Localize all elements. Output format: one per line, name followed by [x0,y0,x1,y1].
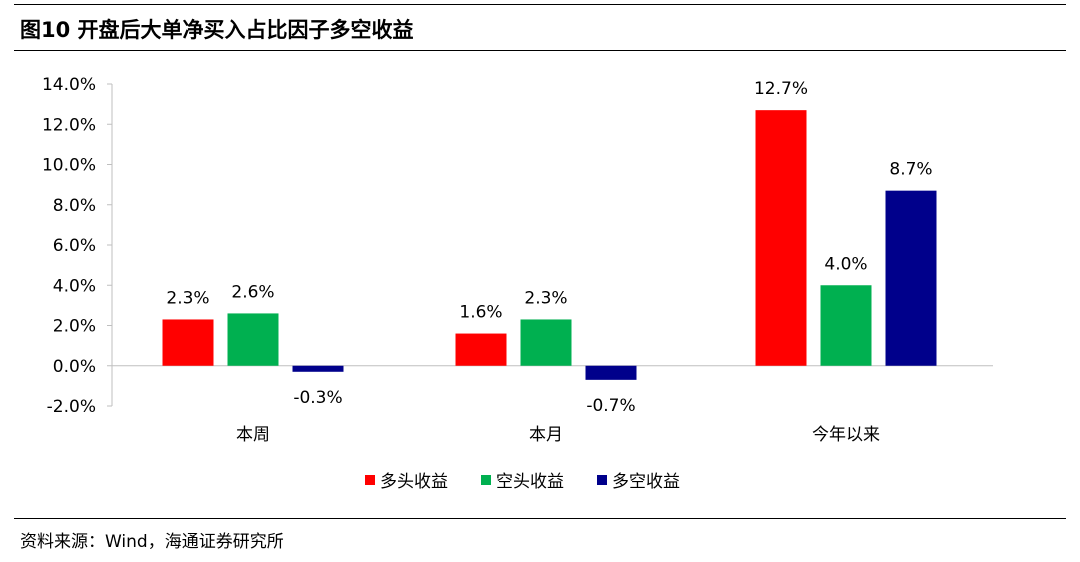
bar-3-2 [585,365,637,380]
data-label: 4.0% [824,254,867,274]
top-rule [14,4,1066,5]
y-tick-label: 4.0% [53,276,96,296]
x-category-label: 本月 [529,425,563,445]
legend-label: 空头收益 [496,472,564,492]
y-tick-label: 8.0% [53,196,96,216]
x-category-label: 今年以来 [812,425,880,445]
y-tick-label: 14.0% [42,75,96,95]
bar-1-2 [455,333,507,366]
bar-1-3 [755,110,807,366]
legend-label: 多头收益 [380,472,448,492]
y-tick-label: 2.0% [53,317,96,337]
data-label: 2.6% [231,282,274,302]
data-label: 2.3% [524,288,567,308]
data-label: -0.3% [293,388,342,408]
data-label: 8.7% [889,160,932,180]
bar-3-3 [885,190,937,366]
source-note: 资料来源：Wind，海通证券研究所 [20,532,284,552]
data-label: 12.7% [754,79,808,99]
legend-swatch-2 [481,475,491,485]
y-tick-label: 6.0% [53,236,96,256]
y-tick-label: -2.0% [47,397,96,417]
data-label: -0.7% [586,396,635,416]
y-tick-label: 10.0% [42,156,96,176]
bar-2-3 [820,285,872,366]
legend-label: 多空收益 [612,472,680,492]
source-rule [14,518,1066,519]
x-category-label: 本周 [236,425,270,445]
data-label: 2.3% [166,288,209,308]
data-label: 1.6% [459,303,502,323]
y-tick-label: 12.0% [42,115,96,135]
bar-1-1 [162,319,214,366]
figure-title: 图10 开盘后大单净买入占比因子多空收益 [20,18,414,42]
bar-2-1 [227,313,279,366]
bar-2-2 [520,319,572,366]
bar-3-1 [292,365,344,372]
legend-swatch-3 [597,475,607,485]
legend-swatch-1 [365,475,375,485]
y-tick-label: 0.0% [53,357,96,377]
title-rule [14,50,1066,51]
